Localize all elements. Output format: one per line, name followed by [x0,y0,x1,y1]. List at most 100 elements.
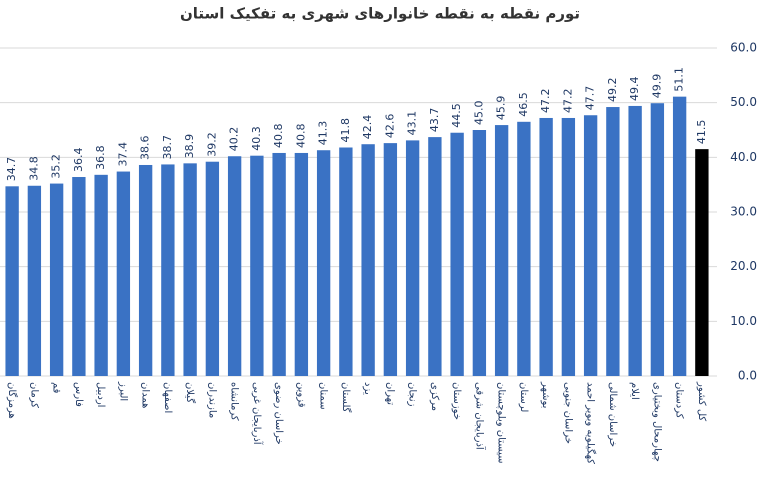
x-tick-label: قزوین [295,382,306,408]
bar [116,171,131,376]
value-label: 43.7 [428,108,441,133]
x-tick-label: ایلام [629,382,640,400]
bar [494,125,509,376]
value-label: 40.8 [294,123,307,148]
bar [650,103,665,377]
bar [695,149,709,376]
bar [517,121,531,376]
x-tick-label: بوشهر [540,381,551,408]
value-label: 40.3 [250,126,263,151]
bar [339,147,353,376]
bar [316,150,331,376]
bar [561,117,576,377]
bar [539,117,553,377]
x-tick-label: اصفهان [162,382,173,413]
bar [72,177,86,376]
value-label: 40.8 [272,123,285,148]
bar [583,115,598,377]
x-tick-label: فارس [73,382,84,407]
value-label: 45.0 [472,101,485,126]
x-tick-label: خراسان جنوبی [562,382,573,444]
y-tick-label: 10.0 [730,314,757,328]
value-label: 49.4 [628,76,641,101]
x-tick-label: گلستان [340,382,352,413]
bar [205,161,220,376]
x-tick-label: اردبیل [95,382,106,407]
value-label: 34.8 [27,156,40,181]
x-tick-label: کل کشور [696,381,707,421]
x-tick-label: قم [51,382,62,394]
x-tick-label: تهران [384,382,395,405]
value-label: 46.5 [517,92,530,117]
bar [94,174,108,376]
bar [227,156,242,376]
value-label: 51.1 [673,67,686,92]
bar [428,137,442,376]
bar [27,185,42,376]
x-tick-label: چهارمحال وبختیاری [651,382,662,462]
x-tick-label: مازندران [206,382,217,418]
bar [49,183,64,376]
bar [138,164,153,376]
value-label: 38.6 [139,135,152,160]
x-tick-label: کرمانشاه [229,382,240,421]
value-label: 47.7 [584,86,597,111]
x-tick-label: کردستان [674,382,685,419]
x-tick-label: مرکزی [429,382,440,411]
value-label: 41.8 [339,118,352,143]
value-label: 38.7 [161,135,174,160]
x-tick-label: کهگیلویه وبویر احمد [585,382,597,464]
value-label: 42.6 [383,114,396,139]
y-tick-label: 60.0 [730,41,757,55]
x-tick-label: خراسان شمالی [607,382,618,447]
chart-title: تورم نقطه به نقطه خانوارهای شهری به تفکی… [180,5,580,23]
x-tick-label: سیستان وبلوچستان [496,382,507,464]
x-tick-label: یزد [362,382,373,395]
value-label: 47.2 [561,88,574,113]
value-label: 37.4 [116,142,129,167]
bar [294,152,309,376]
value-label: 49.9 [650,74,663,99]
value-label: 38.9 [183,134,196,159]
x-tick-label: خوزستان [451,382,462,420]
y-tick-label: 30.0 [730,205,757,219]
bar [161,164,175,376]
value-label: 49.2 [606,78,619,103]
bar [383,143,398,376]
value-label: 40.2 [228,127,241,152]
bar [450,132,464,376]
value-label: 36.4 [72,148,85,173]
x-tick-label: آذربایجان شرقی [473,382,486,451]
x-tick-label: سمنان [318,382,329,410]
value-label: 41.3 [317,121,330,146]
value-label: 43.1 [406,111,419,136]
value-label: 41.5 [695,120,708,145]
x-tick-label: لرستان [518,382,529,412]
bar [472,130,487,376]
x-tick-label: کرمان [28,382,39,408]
bar [272,152,286,376]
x-tick-label: همدان [140,382,151,408]
bar [183,163,197,376]
y-tick-label: 50.0 [730,95,757,109]
value-label: 39.2 [205,132,218,157]
y-tick-label: 20.0 [730,259,757,273]
value-label: 34.7 [5,157,18,182]
value-label: 42.4 [361,115,374,140]
bar [405,140,420,376]
x-tick-label: آذربایجان غربی [251,382,264,446]
value-label: 35.2 [50,154,63,179]
value-label: 36.8 [94,145,107,170]
value-label: 45.9 [495,96,508,121]
bar [361,144,375,376]
x-tick-label: زنجان [407,382,418,407]
x-tick-label: هرمزگان [6,382,18,419]
bar [5,186,19,376]
value-label: 44.5 [450,103,463,128]
x-tick-label: خراسان رضوی [273,382,284,445]
bar [628,105,642,377]
bar [606,107,620,376]
y-tick-label: 0.0 [738,369,757,383]
x-tick-label: البرز [117,381,128,401]
